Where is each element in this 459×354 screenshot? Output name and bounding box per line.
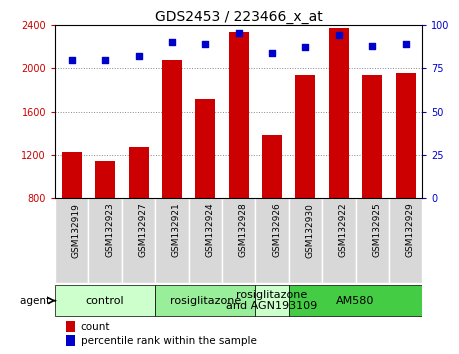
Text: GSM132927: GSM132927 <box>139 202 147 257</box>
Point <box>101 57 109 62</box>
Text: count: count <box>81 322 110 332</box>
Bar <box>155 285 255 316</box>
Bar <box>262 136 282 198</box>
Bar <box>122 198 155 283</box>
Title: GDS2453 / 223466_x_at: GDS2453 / 223466_x_at <box>155 10 323 24</box>
Bar <box>95 161 115 198</box>
Bar <box>155 198 189 283</box>
Point <box>269 50 276 55</box>
Text: GSM132922: GSM132922 <box>339 202 348 257</box>
Bar <box>66 335 75 346</box>
Bar <box>296 75 315 198</box>
Bar <box>162 59 182 198</box>
Text: rosiglitazone: rosiglitazone <box>170 296 241 306</box>
Bar <box>255 198 289 283</box>
Bar <box>66 321 75 332</box>
Text: GSM132925: GSM132925 <box>372 202 381 257</box>
Bar <box>62 152 82 198</box>
Bar <box>195 98 215 198</box>
Text: agent: agent <box>20 296 53 306</box>
Point <box>369 43 376 48</box>
Text: rosiglitazone
and AGN193109: rosiglitazone and AGN193109 <box>226 290 318 312</box>
Text: control: control <box>86 296 124 306</box>
Bar <box>322 198 356 283</box>
Bar <box>396 73 415 198</box>
Point <box>302 45 309 50</box>
Point <box>168 39 176 45</box>
Bar <box>55 198 89 283</box>
Bar <box>55 285 155 316</box>
Point <box>202 41 209 47</box>
Text: GSM132919: GSM132919 <box>72 202 81 257</box>
Bar <box>356 198 389 283</box>
Point <box>335 32 342 38</box>
Bar <box>329 28 349 198</box>
Text: AM580: AM580 <box>336 296 375 306</box>
Text: GSM132926: GSM132926 <box>272 202 281 257</box>
Bar <box>189 198 222 283</box>
Bar <box>129 147 149 198</box>
Bar <box>362 75 382 198</box>
Bar <box>255 285 289 316</box>
Text: GSM132921: GSM132921 <box>172 202 181 257</box>
Bar <box>289 198 322 283</box>
Bar <box>229 32 249 198</box>
Point <box>235 31 242 36</box>
Point <box>135 53 142 59</box>
Text: GSM132923: GSM132923 <box>105 202 114 257</box>
Bar <box>289 285 422 316</box>
Bar <box>389 198 422 283</box>
Text: GSM132929: GSM132929 <box>406 202 414 257</box>
Text: GSM132930: GSM132930 <box>305 202 314 257</box>
Bar <box>89 198 122 283</box>
Point <box>402 41 409 47</box>
Text: GSM132928: GSM132928 <box>239 202 248 257</box>
Bar <box>222 198 255 283</box>
Text: GSM132924: GSM132924 <box>205 202 214 257</box>
Point <box>68 57 75 62</box>
Text: percentile rank within the sample: percentile rank within the sample <box>81 336 257 346</box>
